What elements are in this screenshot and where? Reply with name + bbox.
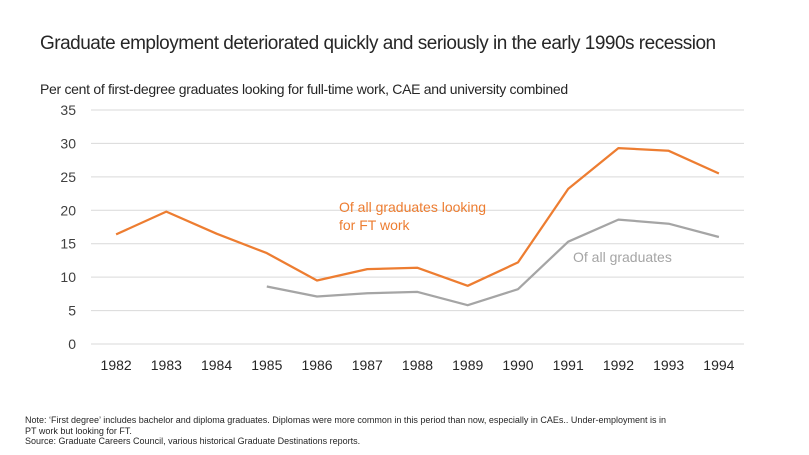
y-tick-label: 5 [68, 303, 76, 319]
y-axis-ticks: 0 5 10 15 20 25 30 35 [60, 102, 76, 352]
x-tick-label: 1983 [151, 357, 182, 373]
annotation-all-looking-ft-line1: Of all graduates looking [339, 199, 486, 215]
y-tick-label: 10 [60, 269, 76, 285]
x-tick-label: 1984 [201, 357, 232, 373]
y-tick-label: 0 [68, 336, 76, 352]
x-tick-label: 1988 [402, 357, 433, 373]
x-tick-label: 1994 [703, 357, 734, 373]
gridlines [91, 109, 744, 345]
x-tick-label: 1987 [352, 357, 383, 373]
x-tick-label: 1991 [553, 357, 584, 373]
x-tick-label: 1993 [653, 357, 684, 373]
x-axis-ticks: 1982 1983 1984 1985 1986 1987 1988 1989 1990 1991… [101, 357, 735, 373]
annotation-all-graduates: Of all graduates [573, 249, 672, 265]
y-tick-label: 35 [60, 102, 76, 118]
y-tick-label: 15 [60, 236, 76, 252]
annotation-all-looking-ft-line2: for FT work [339, 217, 411, 233]
series-line-all-looking-ft [115, 146, 720, 287]
x-tick-label: 1992 [603, 357, 634, 373]
x-tick-label: 1985 [251, 357, 282, 373]
data-series [115, 146, 720, 307]
chart-title: Graduate employment deteriorated quickly… [40, 33, 716, 54]
x-tick-label: 1990 [502, 357, 533, 373]
footnote: Note: ‘First degree’ includes bachelor a… [25, 415, 795, 447]
source-line: Source: Graduate Careers Council, variou… [25, 436, 361, 446]
x-tick-label: 1989 [452, 357, 483, 373]
y-tick-label: 25 [60, 169, 76, 185]
y-tick-label: 20 [60, 202, 76, 218]
x-tick-label: 1982 [101, 357, 132, 373]
series-line-all-graduates [266, 218, 720, 307]
y-tick-label: 30 [60, 135, 76, 151]
chart-subtitle: Per cent of first-degree graduates looki… [40, 81, 568, 97]
footnote-line-2: PT work but looking for FT. [25, 425, 132, 436]
footnote-line-1: Note: ‘First degree’ includes bachelor a… [25, 415, 666, 425]
x-tick-label: 1986 [301, 357, 332, 373]
